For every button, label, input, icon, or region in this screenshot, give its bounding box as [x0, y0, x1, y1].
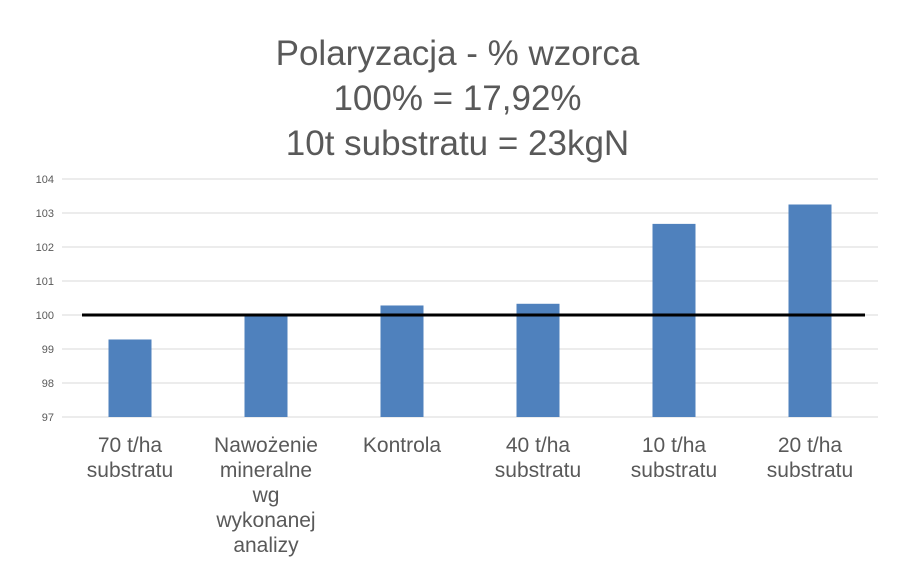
y-tick-label: 99: [42, 344, 54, 356]
x-category-label: 20 t/ha substratu: [745, 433, 875, 483]
x-category-label: Kontrola: [337, 433, 467, 458]
x-category-label-line: substratu: [630, 459, 718, 482]
x-category-label-line: 40 t/ha: [505, 434, 571, 457]
y-tick-label: 103: [36, 208, 54, 220]
x-category-label-line: substratu: [494, 459, 582, 482]
bar: [380, 305, 424, 417]
x-category-label: Nawożenie mineralne wg wykonanej analizy: [201, 433, 331, 558]
x-category-label-line: wykonanej: [216, 509, 316, 532]
y-tick-label: 97: [42, 412, 54, 424]
bar: [244, 315, 288, 417]
y-tick-label: 104: [36, 174, 54, 186]
x-category-label: 40 t/ha substratu: [473, 433, 603, 483]
x-category-label-line: Kontrola: [362, 434, 442, 457]
x-category-label-line: analizy: [233, 534, 299, 557]
y-tick-label: 100: [36, 310, 54, 322]
bar: [108, 339, 152, 417]
x-category-label-line: 10 t/ha: [641, 434, 707, 457]
chart-title-line-1: Polaryzacja - % wzorca: [275, 34, 640, 73]
chart-title-line-3: 10t substratu = 23kgN: [285, 124, 630, 163]
x-category-label-line: substratu: [766, 459, 854, 482]
x-category-label-line: wg: [252, 484, 280, 507]
x-category-label-line: mineralne: [219, 459, 313, 482]
bar: [652, 223, 696, 417]
bar: [516, 303, 560, 417]
x-category-label-line: Nawożenie: [214, 434, 318, 457]
y-tick-label: 101: [36, 276, 54, 288]
x-category-label-line: 70 t/ha: [97, 434, 163, 457]
x-category-label-line: substratu: [86, 459, 174, 482]
y-tick-label: 98: [42, 378, 54, 390]
x-category-label: 10 t/ha substratu: [609, 433, 739, 483]
x-category-label-line: 20 t/ha: [777, 434, 843, 457]
y-tick-label: 102: [36, 242, 54, 254]
x-category-label: 70 t/ha substratu: [65, 433, 195, 483]
bar: [788, 204, 832, 417]
chart-title-line-2: 100% = 17,92%: [333, 79, 582, 118]
